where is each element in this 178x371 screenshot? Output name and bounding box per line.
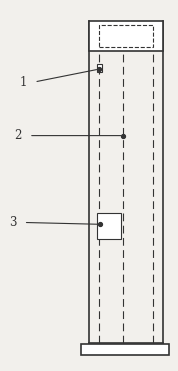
Bar (99, 25, 153, 47)
Text: 2: 2 (15, 129, 22, 142)
Bar (81, 344, 169, 355)
Text: 1: 1 (20, 76, 27, 89)
Bar (89, 21, 163, 50)
Text: 3: 3 (9, 216, 17, 229)
Bar (97, 213, 121, 239)
Bar (97, 63, 102, 72)
